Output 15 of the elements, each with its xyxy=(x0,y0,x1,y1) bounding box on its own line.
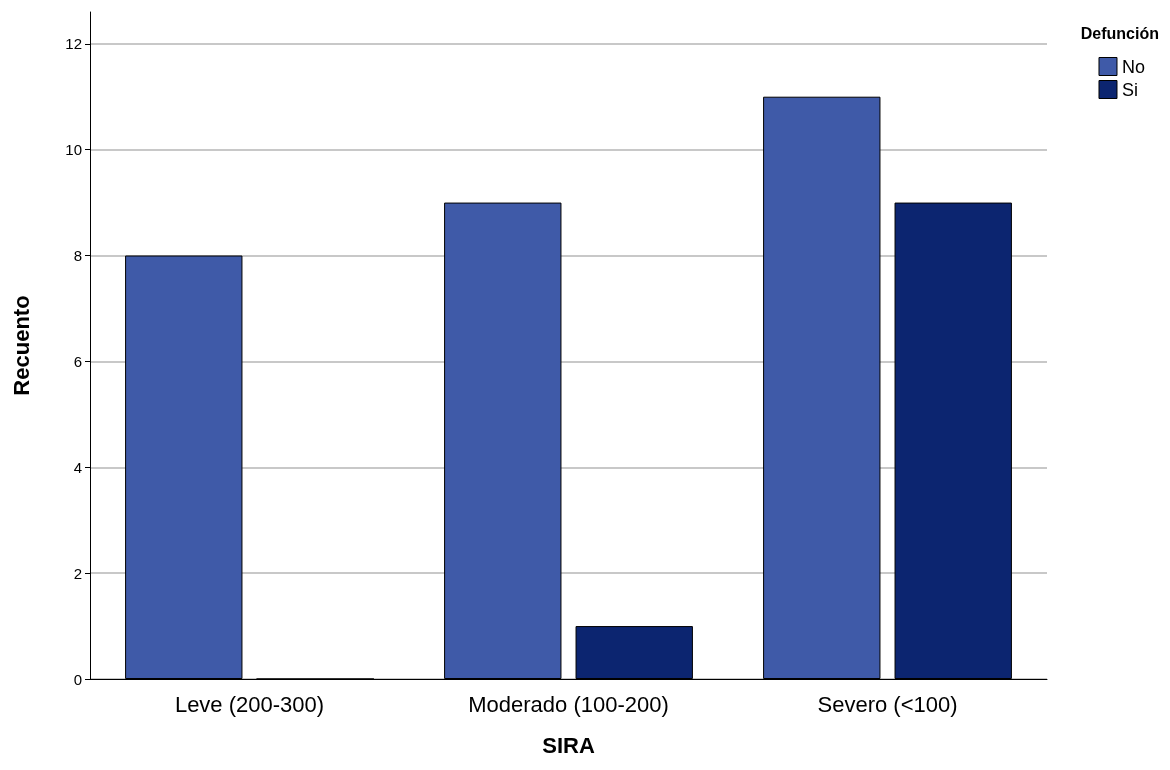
y-tick-label: 6 xyxy=(73,352,82,370)
legend-title: Defunción xyxy=(1080,24,1159,42)
x-tick-label: Leve (200-300) xyxy=(174,691,325,717)
x-axis-title: SIRA xyxy=(542,732,595,758)
y-tick-label: 2 xyxy=(73,564,82,582)
y-tick-label: 10 xyxy=(65,141,82,159)
y-tick-label: 8 xyxy=(73,247,82,265)
x-tick-label: Moderado (100-200) xyxy=(468,691,669,717)
y-tick-label: 12 xyxy=(65,35,82,53)
x-tick-label: Severo (<100) xyxy=(817,691,958,717)
y-axis-title: Recuento xyxy=(8,295,34,396)
y-tick-label: 4 xyxy=(73,458,82,476)
legend-label: No xyxy=(1121,56,1146,77)
legend-label: Si xyxy=(1121,79,1139,100)
y-tick-label: 0 xyxy=(73,670,82,688)
